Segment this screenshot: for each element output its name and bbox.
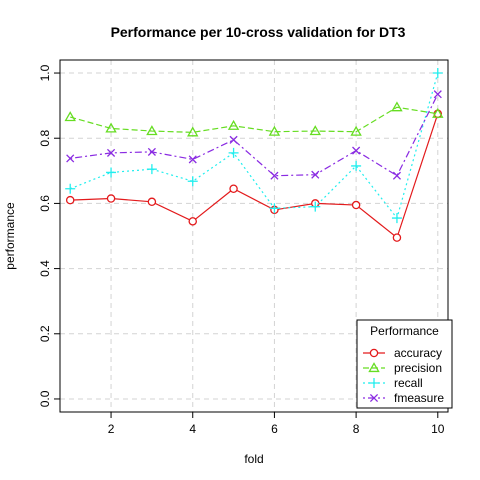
data-point-recall: [229, 148, 239, 158]
series-line-precision: [70, 107, 438, 132]
y-tick-label: 0.0: [38, 390, 52, 407]
data-point-recall: [433, 68, 443, 78]
legend: Performance accuracyprecisionrecallfmeasu…: [357, 320, 452, 408]
data-point-accuracy: [393, 234, 400, 241]
legend-title: Performance: [370, 324, 439, 338]
y-tick-label: 0.6: [38, 195, 52, 212]
data-point-accuracy: [107, 195, 114, 202]
data-point-fmeasure: [67, 155, 74, 162]
series-layer: [65, 68, 443, 241]
x-tick-label: 10: [431, 422, 445, 436]
data-point-accuracy: [230, 185, 237, 192]
legend-label-recall: recall: [394, 376, 423, 390]
y-tick-label: 0.2: [38, 325, 52, 342]
legend-label-precision: precision: [394, 361, 442, 375]
data-point-precision: [66, 112, 75, 120]
y-axis-label: performance: [3, 202, 17, 270]
data-point-accuracy: [353, 201, 360, 208]
series-precision: [66, 103, 443, 136]
x-tick-label: 6: [271, 422, 278, 436]
data-point-recall: [351, 161, 361, 171]
series-line-recall: [70, 73, 438, 218]
legend-label-accuracy: accuracy: [394, 346, 442, 360]
data-point-recall: [106, 167, 116, 177]
chart-title: Performance per 10-cross validation for …: [111, 24, 406, 40]
data-point-recall: [65, 184, 75, 194]
x-axis-label: fold: [244, 452, 263, 466]
data-point-recall: [147, 164, 157, 174]
x-tick-label: 2: [108, 422, 115, 436]
legend-marker-accuracy: [370, 349, 377, 356]
data-point-accuracy: [148, 198, 155, 205]
series-line-fmeasure: [70, 94, 438, 175]
x-tick-label: 4: [189, 422, 196, 436]
data-point-fmeasure: [393, 172, 400, 179]
y-tick-label: 0.8: [38, 130, 52, 147]
y-tick-label: 1.0: [38, 64, 52, 81]
series-accuracy: [67, 110, 442, 241]
legend-label-fmeasure: fmeasure: [394, 391, 444, 405]
y-tick-label: 0.4: [38, 260, 52, 277]
data-point-fmeasure: [230, 136, 237, 143]
series-line-accuracy: [70, 114, 438, 238]
data-point-recall: [188, 176, 198, 186]
x-tick-label: 8: [353, 422, 360, 436]
data-point-accuracy: [67, 197, 74, 204]
data-point-accuracy: [189, 218, 196, 225]
series-fmeasure: [67, 91, 442, 180]
